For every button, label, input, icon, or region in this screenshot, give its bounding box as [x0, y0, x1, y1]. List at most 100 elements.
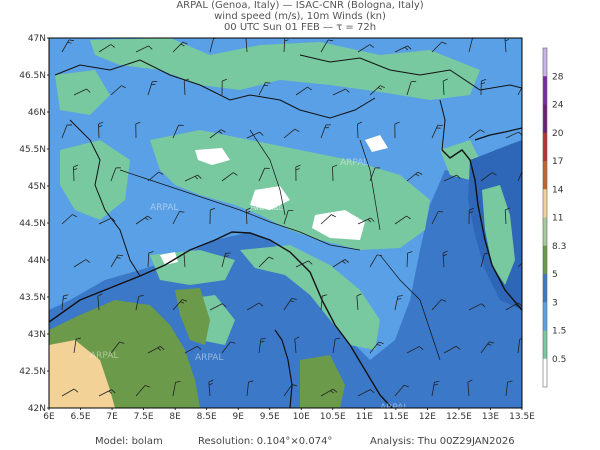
wind-barb — [369, 341, 384, 354]
region-border-4 — [379, 254, 441, 361]
calm-patch-3 — [312, 210, 365, 240]
lat-label: 46.5N — [19, 71, 46, 81]
colorbar-label: 11 — [552, 214, 563, 224]
calm-patches — [160, 135, 388, 265]
wind-barb — [431, 211, 444, 225]
wind-barb — [480, 78, 487, 96]
wind-speed-field — [49, 38, 522, 408]
footer-analysis: Analysis: Thu 00Z29JAN2026 — [370, 436, 515, 447]
wind-barb — [332, 164, 338, 182]
colorbar-labels: 28 24 20 17 14 11 8.3 5 3 1.5 0.5 — [552, 72, 566, 365]
wind-barb — [183, 250, 189, 268]
lon-label: 10E — [293, 412, 310, 422]
colorbar — [542, 47, 548, 388]
wind-barb — [61, 39, 74, 53]
teal-patch-apennines — [240, 245, 380, 350]
wind-barb — [320, 39, 334, 53]
lon-label: 6E — [43, 412, 55, 422]
wind-barb — [369, 85, 385, 96]
longitude-axis: 6E 6.5E 7E 7.5E 8E 8.5E 9E 9.5E 10E 10.5E 11E 11.5E… — [43, 408, 535, 422]
watermark: ARPAL — [90, 351, 118, 361]
wind-barb — [110, 341, 125, 354]
wind-barb — [295, 86, 312, 96]
wind-barb — [258, 82, 271, 96]
wind-barb — [356, 293, 362, 311]
wind-barb — [221, 78, 228, 96]
wind-barb — [517, 170, 522, 182]
colorbar-label: 8.3 — [552, 242, 566, 252]
wind-barb — [258, 337, 266, 354]
wind-barb — [320, 124, 331, 139]
lon-label: 10.5E — [320, 412, 346, 422]
wind-barb — [172, 41, 188, 53]
wind-barb — [209, 207, 216, 225]
wind-barb — [283, 128, 300, 139]
colorbar-segment — [543, 274, 547, 303]
lon-label: 13.5E — [509, 412, 535, 422]
wind-barb — [505, 302, 522, 311]
watermark: ARPAL — [195, 353, 223, 363]
wind-barb — [183, 78, 189, 96]
map-header: ARPAL (Genoa, Italy) — ISAC-CNR (Bologna… — [0, 0, 600, 33]
wind-barb — [172, 124, 184, 139]
adriatic-teal-band — [482, 185, 515, 285]
watermark: ARPAL — [150, 203, 178, 213]
wind-barb — [480, 341, 495, 354]
colorbar-segment — [543, 358, 547, 388]
region-border-3 — [359, 139, 381, 231]
wind-barbs — [61, 38, 522, 397]
wind-barb — [467, 379, 473, 397]
lon-label: 11.5E — [383, 412, 409, 422]
olive-wind-region-3 — [300, 355, 345, 408]
wind-barb — [61, 294, 69, 311]
latitude-axis: 47N 46.5N 46N 45.5N 45N 44.5N 44N 43.5N 43N 42.5N… — [19, 34, 49, 414]
wind-barb — [357, 389, 375, 397]
wind-barb — [442, 250, 448, 268]
colorbar-label: 28 — [552, 72, 564, 82]
wind-barb — [295, 260, 313, 268]
colorbar-label: 1.5 — [552, 327, 566, 337]
wind-barb — [394, 215, 411, 225]
lon-label: 11E — [356, 412, 373, 422]
wind-barb — [504, 207, 510, 225]
wind-barb — [61, 388, 79, 397]
wind-barb — [320, 214, 337, 225]
wind-barb — [110, 85, 127, 96]
istria-coastline — [474, 127, 522, 141]
wind-barb — [431, 299, 447, 311]
colorbar-label: 14 — [552, 185, 564, 195]
wind-barb — [431, 124, 443, 139]
colorbar-segment — [543, 245, 547, 275]
wind-barb — [110, 254, 124, 268]
region-border-1 — [119, 169, 361, 251]
wind-barb — [504, 38, 509, 53]
wind-barb — [357, 44, 375, 53]
wind-barb — [147, 346, 165, 354]
wind-barb — [332, 88, 350, 96]
wind-barb — [172, 380, 181, 397]
header-line-3: 00 UTC Sun 01 FEB — τ = 72h — [223, 22, 377, 33]
wind-barb — [98, 44, 116, 53]
lon-label: 7E — [106, 412, 118, 422]
watermark: ARPAL — [340, 158, 368, 168]
colorbar-segment — [543, 76, 547, 105]
wind-barb — [332, 337, 341, 354]
lat-label: 43N — [28, 330, 46, 340]
lon-label: 9E — [232, 412, 244, 422]
wind-barb — [480, 252, 490, 268]
wind-barb — [394, 121, 400, 139]
wind-barb — [283, 38, 289, 53]
watermark: ARPAL — [255, 203, 283, 213]
lat-label: 45N — [28, 182, 46, 192]
wind-barb — [246, 302, 264, 311]
wind-barb — [135, 384, 150, 397]
lat-label: 42N — [28, 404, 46, 414]
wind-barb — [406, 80, 417, 96]
wind-barb — [320, 388, 338, 397]
wind-barb — [468, 129, 485, 139]
wind-barb — [246, 380, 254, 397]
wind-barb — [97, 293, 103, 311]
wind-barb — [147, 171, 164, 182]
colorbar-segment — [543, 189, 547, 218]
